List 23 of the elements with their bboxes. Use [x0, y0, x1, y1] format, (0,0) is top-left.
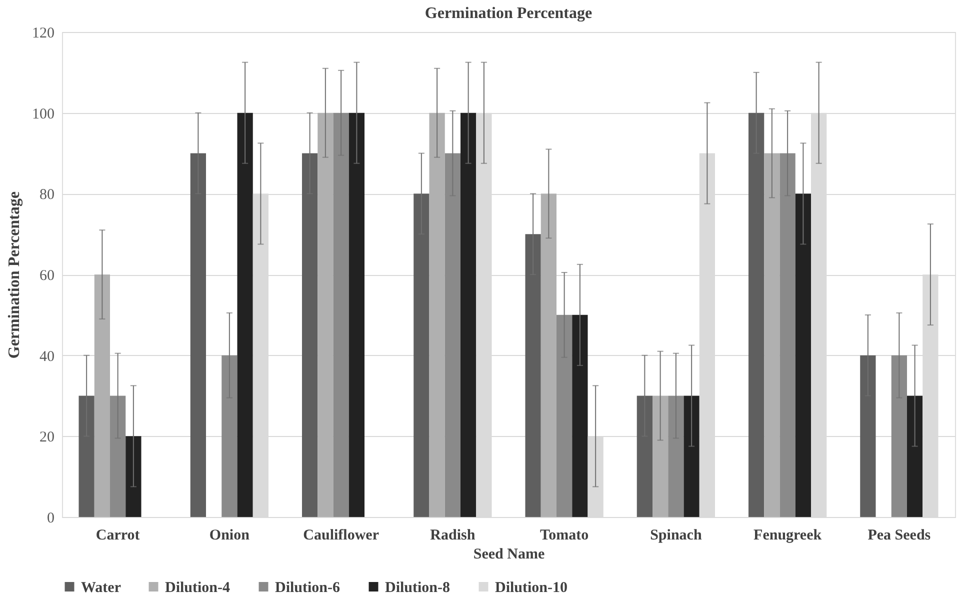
legend-label: Dilution-4 — [165, 580, 231, 596]
y-axis-title: Germination Percentage — [6, 191, 23, 359]
y-tick-label: 20 — [40, 430, 54, 446]
x-tick-label: Tomato — [540, 528, 589, 544]
y-tick-label: 100 — [32, 106, 54, 122]
y-tick-label: 0 — [47, 510, 54, 526]
legend-label: Dilution-10 — [495, 580, 568, 596]
x-tick-label: Carrot — [96, 528, 140, 544]
y-tick-label: 60 — [40, 268, 54, 284]
legend-label: Dilution-8 — [385, 580, 450, 596]
x-tick-label: Pea Seeds — [868, 528, 931, 544]
x-tick-label: Spinach — [650, 528, 702, 544]
x-tick-label: Onion — [209, 528, 250, 544]
x-tick-label: Cauliflower — [303, 528, 380, 544]
legend-label: Water — [81, 580, 122, 596]
y-tick-label: 80 — [40, 187, 54, 204]
y-tick-label: 120 — [32, 26, 54, 42]
chart-title: Germination Percentage — [424, 5, 592, 22]
x-tick-label: Radish — [430, 528, 476, 544]
x-axis-title: Seed Name — [473, 546, 545, 562]
legend-label: Dilution-6 — [275, 580, 341, 596]
y-tick-label: 40 — [40, 348, 54, 365]
x-tick-label: Fenugreek — [754, 528, 822, 544]
